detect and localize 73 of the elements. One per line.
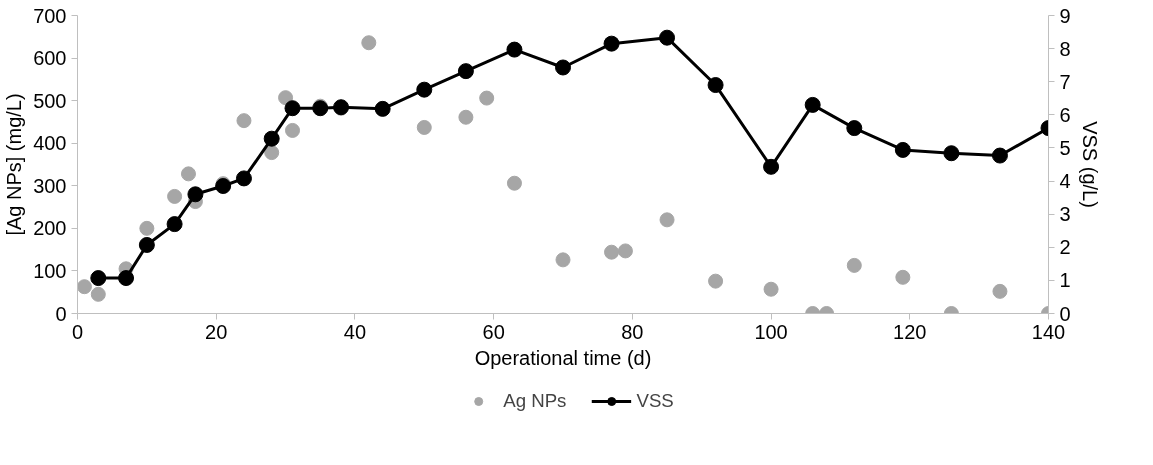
point — [617, 243, 633, 259]
y-tick-label: 300 — [33, 174, 67, 197]
point — [604, 244, 620, 260]
y2-tick-label: 3 — [1059, 203, 1071, 226]
point — [285, 122, 301, 138]
point — [458, 109, 474, 125]
point — [118, 270, 135, 287]
point — [895, 269, 911, 285]
point — [479, 90, 495, 106]
point — [284, 100, 301, 117]
point — [167, 188, 183, 204]
point — [943, 145, 960, 162]
y-axis-title: [Ag NPs] (mg/L) — [3, 93, 26, 236]
point — [374, 100, 391, 117]
x-tick-label: 80 — [621, 320, 644, 343]
point — [991, 147, 1008, 164]
y2-tick-label: 9 — [1059, 4, 1071, 27]
x-tick-label: 20 — [205, 320, 228, 343]
y2-tick-label: 7 — [1059, 70, 1071, 93]
point — [264, 145, 280, 161]
point — [659, 212, 675, 228]
point — [707, 77, 724, 94]
point — [263, 130, 280, 147]
point — [763, 158, 780, 175]
point — [236, 113, 252, 129]
point — [457, 63, 474, 80]
x-tick-label: 60 — [482, 320, 505, 343]
point — [361, 35, 377, 51]
x-tick-label: 40 — [343, 320, 367, 343]
point — [846, 120, 863, 137]
point — [166, 216, 183, 233]
point — [90, 270, 107, 287]
y-tick-label: 200 — [33, 217, 67, 240]
point — [763, 281, 779, 297]
point — [138, 236, 155, 253]
x-tick-label: 0 — [71, 320, 84, 343]
y2-tick-label: 4 — [1059, 170, 1071, 193]
point — [846, 257, 862, 273]
point — [416, 81, 433, 98]
point — [180, 166, 196, 182]
y-tick-label: 500 — [33, 89, 67, 112]
point — [804, 96, 821, 113]
y2-axis-title: VSS (g/L) — [1078, 121, 1101, 208]
y2-tick-label: 6 — [1059, 103, 1071, 126]
point — [90, 286, 106, 302]
legend-label: Ag NPs — [503, 390, 567, 412]
y-tick-label: 700 — [33, 4, 67, 27]
point — [506, 175, 522, 191]
point — [187, 186, 204, 203]
x-tick-label: 120 — [893, 320, 927, 343]
point — [992, 283, 1008, 299]
y-tick-label: 100 — [33, 259, 67, 282]
legend-label: VSS — [636, 390, 674, 412]
point — [555, 59, 571, 76]
y-tick-label: 0 — [55, 302, 67, 325]
x-axis-title: Operational time (d) — [474, 346, 652, 369]
point — [659, 29, 676, 46]
x-tick-label: 100 — [754, 320, 788, 343]
y-tick-label: 400 — [33, 132, 67, 155]
point — [77, 279, 92, 295]
point — [708, 273, 724, 289]
y2-tick-label: 1 — [1059, 269, 1071, 292]
point — [506, 41, 523, 58]
y2-tick-label: 8 — [1059, 37, 1071, 60]
y2-tick-label: 5 — [1059, 136, 1071, 159]
y-tick-label: 600 — [33, 47, 67, 70]
point — [235, 170, 252, 187]
point — [139, 220, 155, 236]
point — [416, 119, 432, 135]
point — [603, 35, 620, 52]
y2-tick-label: 2 — [1059, 236, 1071, 259]
point — [555, 252, 571, 268]
point — [894, 141, 911, 158]
